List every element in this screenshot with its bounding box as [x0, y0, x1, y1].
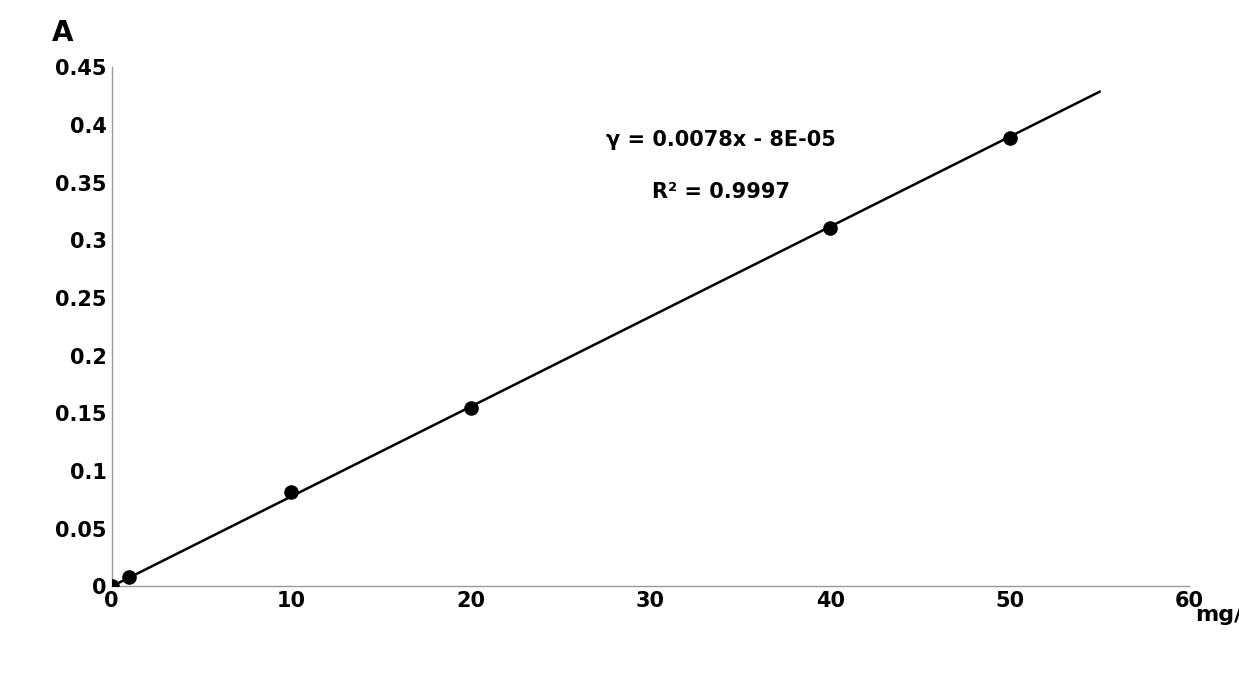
Text: mg/L: mg/L	[1194, 605, 1239, 625]
Point	[281, 487, 301, 497]
Point	[820, 222, 840, 233]
Text: A: A	[52, 19, 74, 47]
Point	[461, 402, 481, 413]
Text: R² = 0.9997: R² = 0.9997	[652, 182, 789, 202]
Point	[119, 572, 139, 582]
Text: γ = 0.0078x - 8E-05: γ = 0.0078x - 8E-05	[606, 130, 835, 150]
Point	[102, 581, 121, 592]
Point	[1000, 132, 1020, 143]
